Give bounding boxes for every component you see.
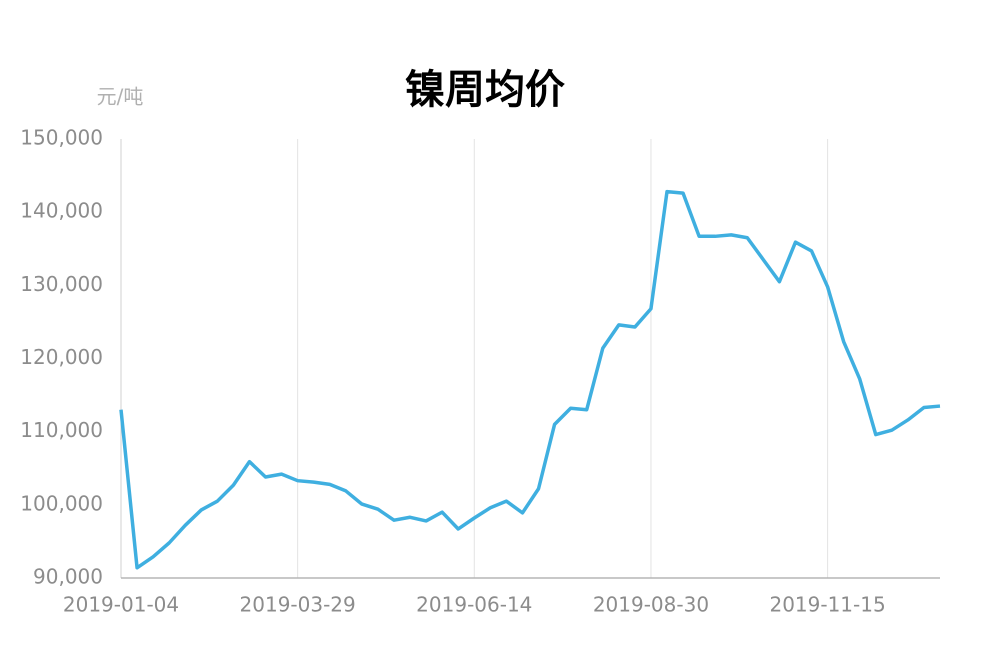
y-tick-label: 100,000 [20,491,103,515]
y-tick-label: 120,000 [20,345,103,369]
y-tick-label: 130,000 [20,272,103,296]
y-tick-label: 110,000 [20,418,103,442]
chart-title: 镍周均价 [405,67,565,113]
x-tick-label: 2019-11-15 [769,593,885,617]
y-axis-label: 元/吨 [97,85,144,109]
x-tick-label: 2019-03-29 [240,593,356,617]
y-tick-label: 150,000 [20,126,103,150]
y-tick-label: 90,000 [33,565,103,589]
x-tick-label: 2019-06-14 [416,593,532,617]
x-tick-label: 2019-08-30 [593,593,709,617]
x-tick-label: 2019-01-04 [63,593,179,617]
y-tick-label: 140,000 [20,199,103,223]
line-series [119,189,941,570]
